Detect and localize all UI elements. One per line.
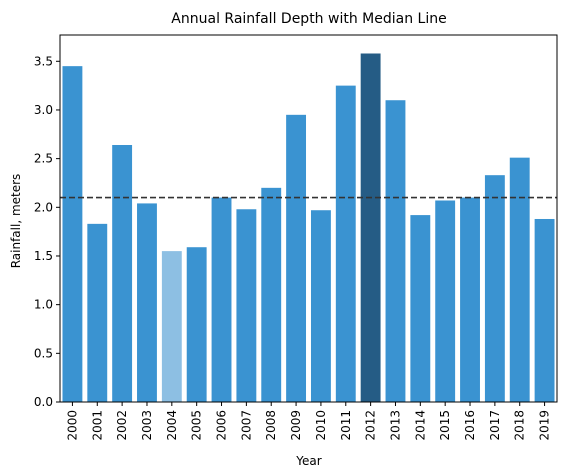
x-tick-label: 2010	[314, 410, 328, 441]
bar-2000	[62, 66, 83, 403]
x-tick-label: 2002	[115, 410, 129, 441]
bar-2009	[286, 114, 307, 402]
x-tick-label: 2014	[413, 410, 427, 441]
x-tick-label: 2008	[264, 410, 278, 441]
x-tick-label: 2007	[239, 410, 253, 441]
bar-2015	[435, 200, 456, 402]
x-tick-label: 2011	[339, 410, 353, 441]
plot-frame	[59, 34, 558, 403]
chart-title: Annual Rainfall Depth with Median Line	[171, 11, 446, 27]
bar-2012	[360, 53, 381, 402]
x-tick-label: 2019	[538, 410, 552, 441]
bar-2006	[211, 197, 232, 402]
x-tick-label: 2004	[165, 410, 179, 441]
x-tick-label: 2013	[388, 410, 402, 441]
x-tick-label: 2000	[65, 410, 79, 441]
y-tick-label: 0.0	[34, 395, 53, 409]
y-tick-label: 3.0	[34, 103, 53, 117]
bar-2003	[137, 203, 157, 402]
x-tick-label: 2003	[140, 410, 154, 441]
x-tick-label: 2017	[488, 410, 502, 441]
y-tick-label: 3.5	[34, 54, 53, 68]
y-tick-label: 1.0	[34, 298, 53, 312]
y-axis: 0.0 0.5 1.0 1.5 2.0 2.5 3.0 3.5	[34, 54, 60, 409]
y-tick-label: 2.0	[34, 200, 53, 214]
y-tick-label: 1.5	[34, 249, 53, 263]
x-tick-label: 2018	[513, 410, 527, 441]
bar-2002	[112, 145, 133, 402]
bar-2007	[236, 209, 257, 402]
bar-2017	[484, 175, 505, 402]
x-tick-label: 2006	[215, 410, 229, 441]
x-tick-label: 2012	[364, 410, 378, 441]
x-tick-label: 2015	[438, 410, 452, 441]
x-tick-label: 2016	[463, 410, 477, 441]
bars-layer	[62, 53, 555, 403]
x-tick-label: 2005	[190, 410, 204, 441]
bar-2014	[410, 215, 431, 402]
y-tick-label: 2.5	[34, 152, 53, 166]
bar-2018	[509, 157, 530, 402]
bar-2010	[310, 210, 331, 402]
y-axis-title: Rainfall, meters	[9, 174, 23, 269]
bar-2016	[460, 197, 480, 402]
y-tick-label: 0.5	[34, 346, 53, 360]
bar-2019	[534, 218, 555, 402]
bar-2005	[186, 247, 207, 402]
bar-2013	[385, 100, 406, 402]
bar-2008	[261, 187, 282, 402]
x-axis: 2000 2001 2002 2003 2004 2005 2006 2007 2008 2009…	[65, 402, 552, 441]
x-tick-label: 2009	[289, 410, 303, 441]
bar-2001	[87, 223, 108, 402]
bar-2011	[335, 85, 356, 402]
x-axis-title: Year	[295, 454, 321, 468]
bar-2004	[161, 251, 182, 402]
x-tick-label: 2001	[90, 410, 104, 441]
